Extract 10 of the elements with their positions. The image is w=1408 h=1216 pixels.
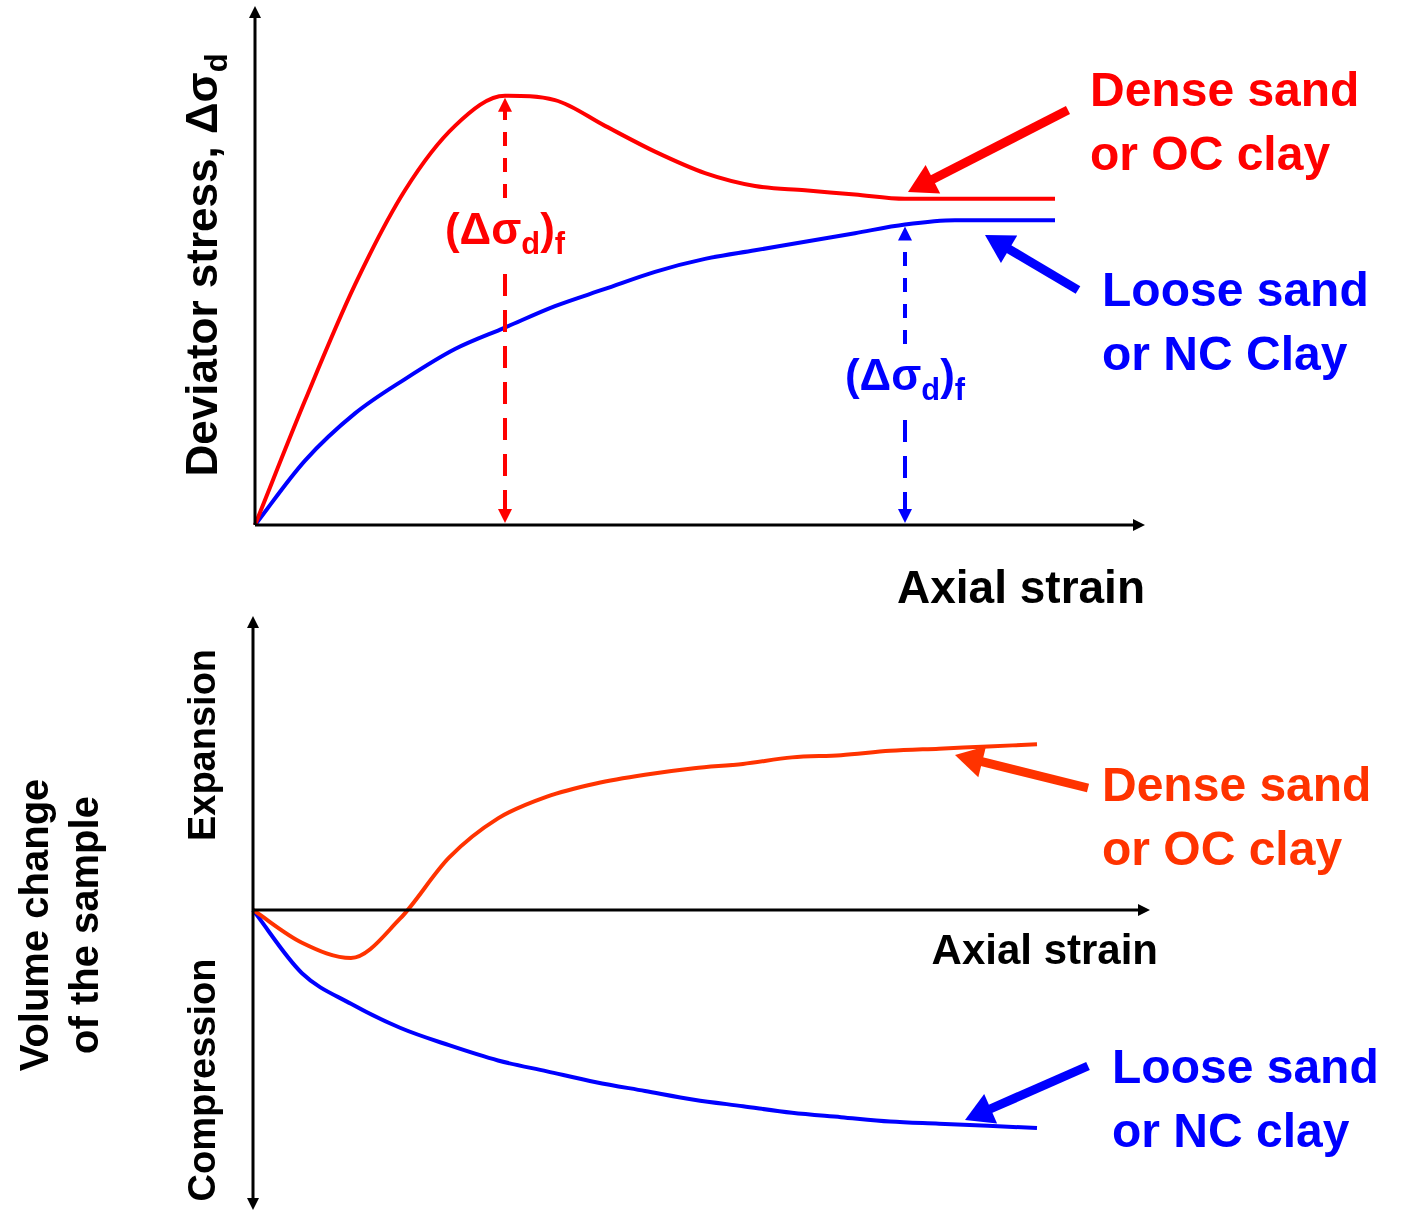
x-axis-title: Axial strain	[931, 925, 1159, 973]
legend-label: Dense sand or OC clay	[1090, 63, 1360, 181]
x-axis-title: Axial strain	[897, 560, 1146, 613]
y-axis-title: Volume change of the sample	[12, 778, 107, 1072]
text: Compression	[181, 958, 224, 1202]
legend-label: Loose sand or NC clay	[1112, 1040, 1379, 1158]
legend-label: Dense sand or OC clay	[1102, 758, 1372, 876]
legend-label: Loose sand or NC Clay	[1102, 263, 1369, 381]
text: Expansion	[181, 648, 224, 842]
y-axis-title: Deviator stress, Δσd	[177, 53, 234, 477]
